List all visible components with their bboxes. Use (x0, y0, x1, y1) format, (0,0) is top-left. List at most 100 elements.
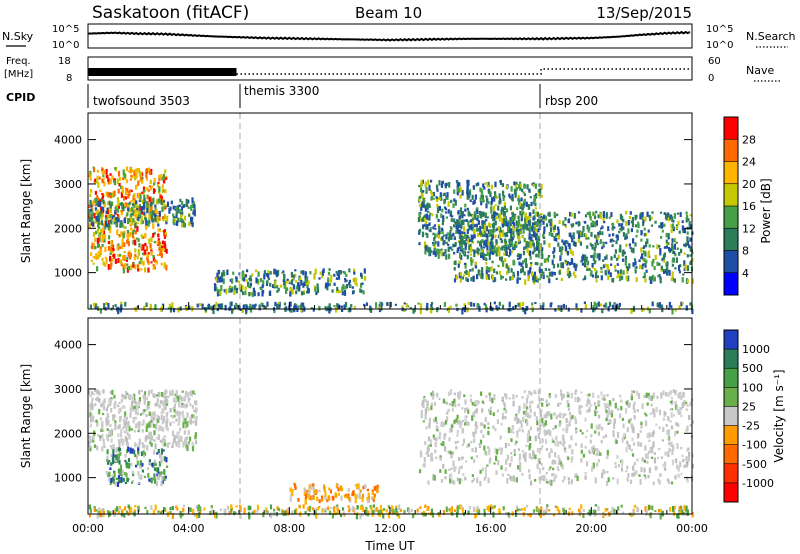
data-cell (645, 392, 648, 398)
data-cell (438, 435, 441, 440)
data-cell (124, 191, 127, 196)
data-cell (580, 504, 583, 510)
data-cell (671, 459, 675, 466)
data-cell (116, 178, 119, 185)
data-cell (104, 246, 107, 252)
data-cell (657, 275, 660, 278)
data-cell (584, 264, 587, 268)
data-cell (523, 258, 527, 263)
data-cell (519, 462, 522, 468)
data-cell (333, 273, 336, 277)
data-cell (686, 265, 690, 272)
data-cell (573, 262, 576, 268)
data-cell (284, 510, 287, 516)
data-cell (457, 469, 461, 474)
data-cell (580, 449, 583, 454)
data-cell (109, 398, 113, 404)
data-cell (686, 479, 689, 483)
data-cell (150, 505, 153, 510)
data-cell (437, 224, 440, 228)
data-cell (450, 467, 453, 470)
data-cell (122, 438, 125, 445)
data-cell (249, 303, 252, 308)
data-cell (100, 229, 103, 233)
data-cell (597, 214, 600, 219)
data-cell (679, 505, 682, 509)
data-cell (132, 262, 135, 268)
data-cell (118, 177, 121, 181)
data-cell (447, 408, 450, 412)
data-cell (137, 266, 140, 272)
data-cell (516, 207, 519, 211)
data-cell (169, 408, 172, 412)
data-cell (149, 442, 152, 445)
data-cell (427, 217, 430, 221)
data-cell (583, 301, 586, 304)
data-cell (364, 276, 367, 281)
data-cell (644, 262, 647, 266)
data-cell (129, 231, 132, 237)
data-cell (121, 238, 124, 243)
data-cell (507, 427, 510, 434)
data-cell (191, 222, 194, 227)
data-cell (166, 400, 169, 404)
data-cell (122, 169, 125, 176)
data-cell (642, 219, 645, 224)
data-cell (102, 177, 105, 181)
data-cell (622, 226, 625, 231)
data-cell (430, 301, 434, 305)
data-cell (501, 276, 504, 279)
data-cell (459, 252, 462, 259)
data-cell (626, 465, 629, 470)
data-cell (529, 404, 532, 409)
data-cell (444, 446, 447, 452)
data-cell (510, 455, 513, 462)
data-cell (131, 448, 134, 454)
data-cell (351, 506, 354, 511)
data-cell (513, 188, 517, 195)
data-cell (131, 213, 134, 216)
data-cell (525, 217, 528, 223)
data-cell (518, 427, 521, 432)
data-cell (529, 414, 532, 419)
data-cell (480, 211, 483, 218)
data-cell (131, 231, 134, 235)
data-cell (510, 250, 513, 254)
data-cell (435, 456, 438, 459)
data-cell (145, 176, 148, 181)
data-cell (333, 511, 337, 516)
data-cell (681, 277, 684, 283)
data-cell (163, 402, 166, 409)
data-cell (191, 216, 194, 221)
data-cell (608, 216, 611, 219)
data-cell (495, 213, 498, 216)
data-cell (558, 423, 561, 427)
data-cell (120, 262, 123, 267)
data-cell (507, 267, 510, 273)
data-cell (593, 402, 596, 406)
data-cell (247, 281, 250, 287)
data-cell (663, 270, 666, 274)
data-cell (612, 277, 615, 283)
data-cell (659, 211, 663, 214)
data-cell (437, 230, 440, 235)
data-cell (265, 507, 268, 513)
data-cell (651, 301, 654, 307)
data-cell (435, 196, 438, 200)
data-cell (526, 437, 529, 443)
data-cell (598, 423, 601, 429)
data-cell (472, 431, 475, 436)
data-cell (605, 241, 608, 244)
data-cell (418, 229, 421, 233)
data-cell (154, 463, 157, 466)
data-cell (354, 483, 357, 487)
data-cell (506, 222, 509, 227)
data-cell (95, 256, 98, 260)
data-cell (115, 217, 118, 224)
data-cell (230, 507, 233, 511)
data-cell (110, 446, 113, 450)
data-cell (114, 400, 117, 405)
data-cell (96, 445, 99, 451)
data-cell (617, 407, 620, 411)
